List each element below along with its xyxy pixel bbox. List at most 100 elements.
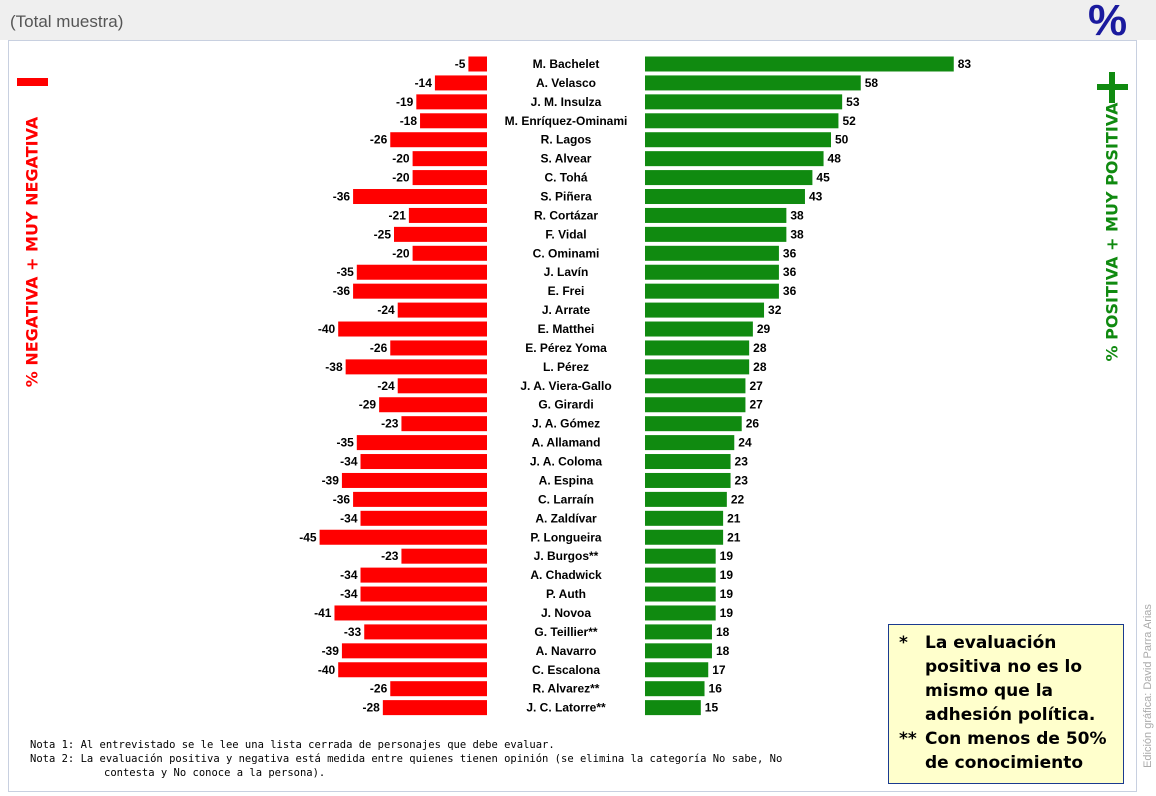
minus-symbol-icon <box>17 78 48 86</box>
positive-value-label: 28 <box>753 341 767 355</box>
negative-bar <box>356 435 487 451</box>
footnote-2-line-1: Con menos de 50% <box>925 729 1107 749</box>
positive-value-label: 28 <box>753 360 767 374</box>
negative-value-label: -34 <box>340 455 358 469</box>
positive-bar <box>645 94 843 110</box>
negative-bar <box>379 397 487 413</box>
negative-bar <box>382 700 487 716</box>
negative-bar <box>468 56 487 72</box>
positive-bar <box>645 151 824 167</box>
positive-value-label: 27 <box>749 398 763 412</box>
negative-bar <box>353 189 487 205</box>
positive-bar <box>645 510 724 526</box>
positive-value-label: 83 <box>958 57 972 71</box>
negative-value-label: -33 <box>344 625 362 639</box>
negative-value-label: -36 <box>333 492 351 506</box>
negative-bar <box>319 529 487 545</box>
note-1: Nota 1: Al entrevistado se le lee una li… <box>30 739 555 751</box>
negative-bar <box>390 340 487 356</box>
positive-value-label: 29 <box>757 322 771 336</box>
graphic-credit: Edición gráfica: David Parra Arias <box>1142 604 1154 768</box>
footnote-1-line-2: positiva no es lo <box>925 657 1082 677</box>
negative-value-label: -14 <box>415 76 433 90</box>
positive-value-label: 52 <box>842 114 856 128</box>
negative-value-label: -26 <box>370 133 388 147</box>
note-2-continued: contesta y No conoce a la persona). <box>104 767 326 779</box>
positive-bar <box>645 548 716 564</box>
negative-bar <box>434 75 487 91</box>
negative-value-label: -26 <box>370 341 388 355</box>
category-label: A. Allamand <box>532 436 601 450</box>
category-label: A. Zaldívar <box>535 511 597 525</box>
positive-value-label: 36 <box>783 284 797 298</box>
positive-bar <box>645 245 779 261</box>
category-label: J. M. Insulza <box>531 95 602 109</box>
category-label: A. Espina <box>539 473 594 487</box>
negative-bar <box>364 624 487 640</box>
category-label: C. Larraín <box>538 492 594 506</box>
negative-bar <box>412 151 487 167</box>
negative-bar <box>341 643 487 659</box>
category-label: A. Chadwick <box>530 568 602 582</box>
negative-bar <box>397 378 487 394</box>
negative-bar <box>412 170 487 186</box>
category-label: E. Pérez Yoma <box>525 341 607 355</box>
positive-value-label: 38 <box>790 227 804 241</box>
positive-value-label: 23 <box>735 473 749 487</box>
negative-bar <box>390 132 487 148</box>
positive-value-label: 43 <box>809 190 823 204</box>
positive-value-label: 48 <box>828 152 842 166</box>
negative-bar <box>360 567 487 583</box>
negative-bar <box>341 472 487 488</box>
positive-value-label: 38 <box>790 208 804 222</box>
positive-value-label: 32 <box>768 303 782 317</box>
negative-value-label: -26 <box>370 682 388 696</box>
positive-bar <box>645 567 716 583</box>
footnote-double-asterisk: ** <box>899 729 917 749</box>
chart-frame <box>8 40 1137 792</box>
category-label: P. Auth <box>546 587 586 601</box>
negative-bar <box>390 681 487 697</box>
positive-bar <box>645 454 731 470</box>
negative-bar <box>338 321 487 337</box>
positive-value-label: 53 <box>846 95 860 109</box>
positive-value-label: 50 <box>835 133 849 147</box>
positive-value-label: 58 <box>865 76 879 90</box>
negative-value-label: -21 <box>389 208 407 222</box>
negative-value-label: -18 <box>400 114 418 128</box>
negative-bar <box>345 359 487 375</box>
positive-bar <box>645 643 712 659</box>
category-label: C. Escalona <box>532 663 600 677</box>
positive-bar <box>645 416 742 432</box>
negative-bar <box>394 226 487 242</box>
negative-value-label: -36 <box>333 284 351 298</box>
negative-value-label: -34 <box>340 511 358 525</box>
category-label: C. Ominami <box>533 246 600 260</box>
negative-bar <box>338 662 487 678</box>
positive-value-label: 15 <box>705 701 719 715</box>
positive-bar <box>645 435 735 451</box>
footnote-2-line-2: de conocimiento <box>925 753 1084 773</box>
positive-bar <box>645 700 701 716</box>
negative-bar <box>356 264 487 280</box>
negative-bar <box>401 548 487 564</box>
positive-value-label: 18 <box>716 644 730 658</box>
category-label: E. Matthei <box>538 322 595 336</box>
category-label: F. Vidal <box>545 227 586 241</box>
negative-value-label: -34 <box>340 587 358 601</box>
negative-bar <box>401 416 487 432</box>
negative-value-label: -39 <box>322 473 340 487</box>
negative-value-label: -20 <box>392 152 410 166</box>
positive-value-label: 22 <box>731 492 745 506</box>
category-label: E. Frei <box>548 284 585 298</box>
positive-value-label: 36 <box>783 246 797 260</box>
negative-value-label: -25 <box>374 227 392 241</box>
positive-bar <box>645 321 753 337</box>
category-label: J. C. Latorre** <box>526 701 606 715</box>
negative-axis-label: % NEGATIVA + MUY NEGATIVA <box>22 116 42 388</box>
negative-value-label: -23 <box>381 549 399 563</box>
positive-bar <box>645 283 779 299</box>
negative-bar <box>360 454 487 470</box>
positive-value-label: 23 <box>735 455 749 469</box>
positive-bar <box>645 624 712 640</box>
